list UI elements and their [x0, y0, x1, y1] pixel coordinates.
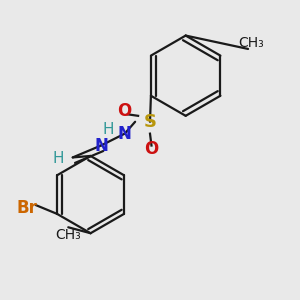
Text: N: N — [118, 125, 132, 143]
Text: H: H — [52, 152, 64, 166]
Text: CH₃: CH₃ — [238, 36, 264, 50]
Text: H: H — [103, 122, 114, 137]
Text: S: S — [143, 113, 157, 131]
Text: O: O — [118, 102, 132, 120]
Text: CH₃: CH₃ — [56, 228, 81, 242]
Text: O: O — [144, 140, 159, 158]
Text: N: N — [94, 136, 108, 154]
Text: Br: Br — [16, 199, 37, 217]
